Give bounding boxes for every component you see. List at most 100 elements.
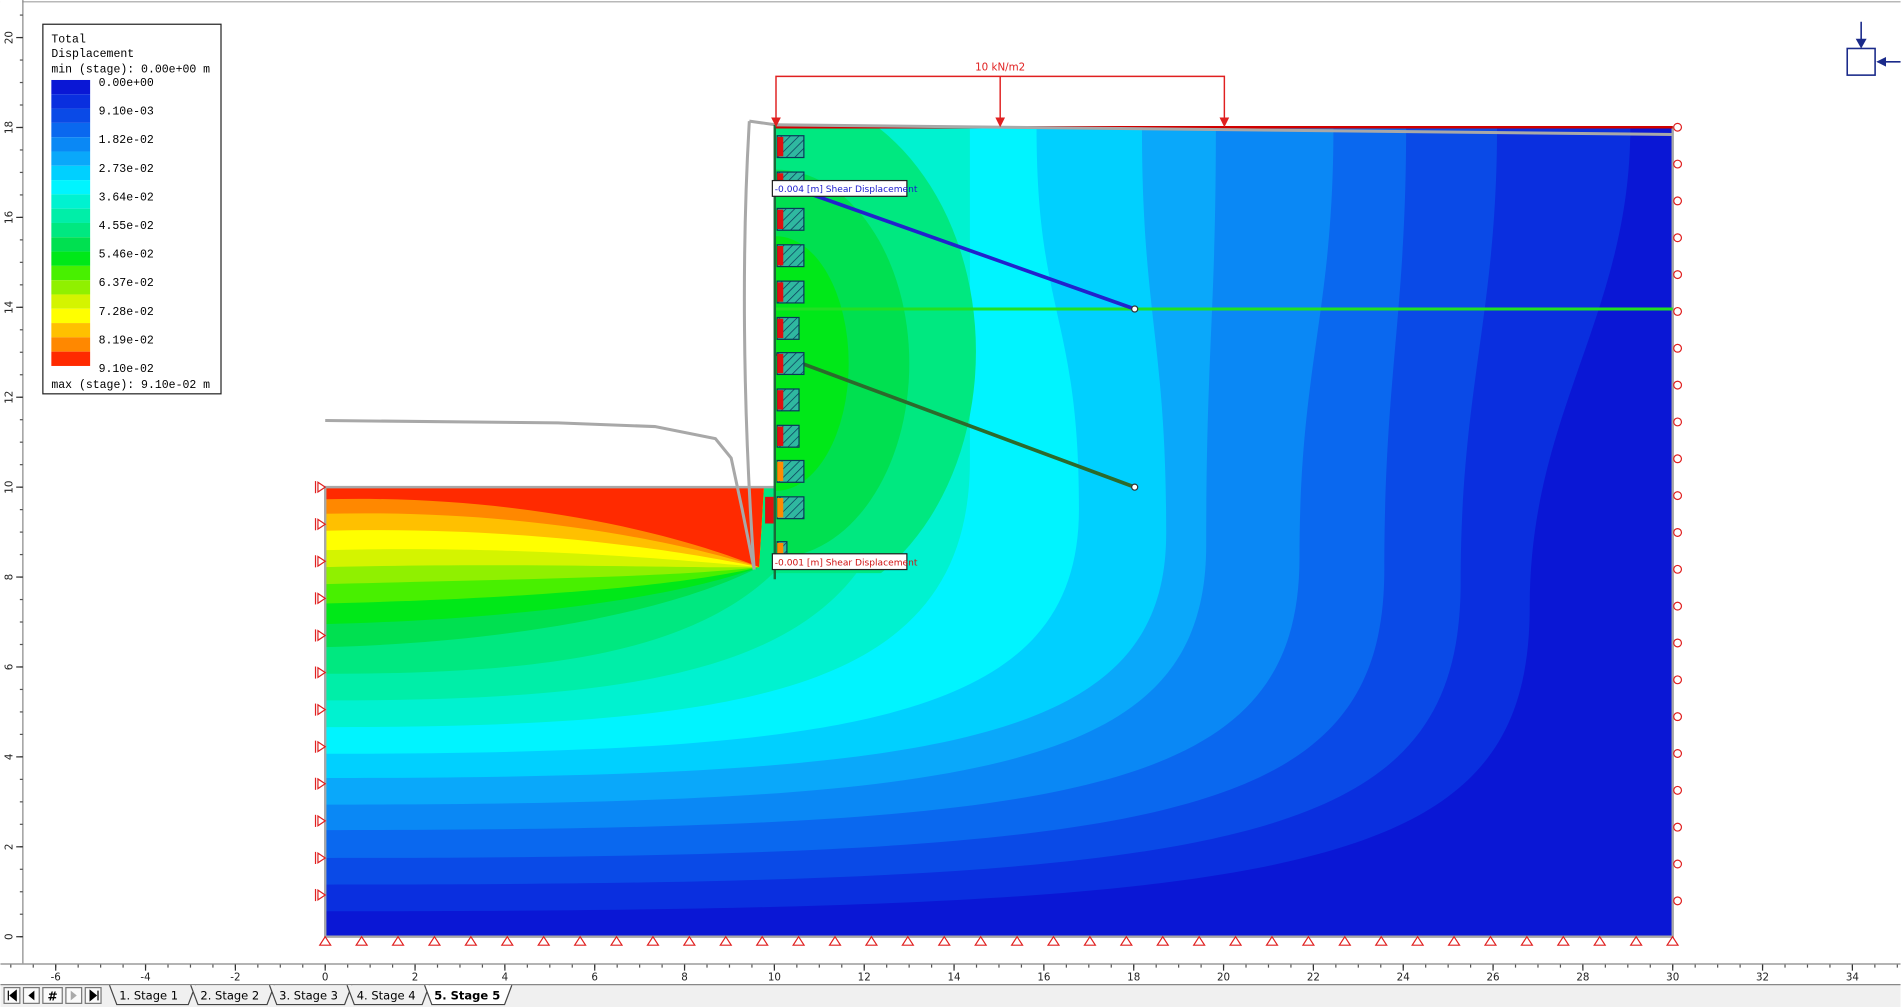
tab-shape[interactable] — [424, 984, 513, 1006]
legend-label: 8.19e-02 — [99, 334, 154, 347]
stage-tabs: # 1. Stage 1 2. Stage 2 3. Stage 3 4. Stage… — [0, 983, 1901, 1007]
x-tick-label: -4 — [140, 971, 150, 983]
restraint-pin — [1046, 935, 1061, 946]
nav-glyph — [70, 990, 77, 1001]
x-tick-label: 10 — [768, 971, 781, 983]
restraint-x — [317, 777, 327, 790]
restraint-pin — [937, 935, 951, 946]
tab-label[interactable]: 3. Stage 3 — [279, 989, 338, 1003]
legend-swatch — [51, 308, 91, 324]
restraint-pin — [1593, 935, 1607, 946]
x-tick-label: -6 — [51, 971, 61, 983]
stage-tab[interactable]: 1. Stage 1 — [108, 984, 197, 1006]
distributed-load: 10 kN/m2 — [771, 61, 1230, 128]
legend-swatch — [51, 323, 91, 338]
legend-swatch — [51, 151, 91, 166]
legend-swatch — [51, 108, 91, 123]
x-tick-label: 12 — [858, 971, 871, 983]
restraint-pin — [1447, 935, 1461, 946]
restraint-pin — [719, 935, 733, 946]
tab-shape[interactable] — [346, 984, 430, 1006]
nav-glyph — [89, 989, 99, 1002]
nav-next[interactable] — [65, 987, 83, 1004]
tab-shape[interactable] — [190, 984, 275, 1006]
annotation-text: -0.004 [m] Shear Displacement — [775, 185, 918, 195]
boundary-restraints — [314, 122, 1683, 946]
legend-swatch — [51, 165, 91, 181]
annotation: -0.004 [m] Shear Displacement — [771, 179, 918, 197]
liner-force — [765, 496, 774, 524]
nav-first[interactable] — [3, 987, 21, 1004]
legend-label: 3.64e-02 — [99, 191, 154, 204]
anchor-end — [1131, 483, 1139, 491]
nav-button[interactable] — [42, 987, 63, 1004]
y-tick-label: 2 — [4, 844, 16, 851]
restraint-pin — [1156, 935, 1170, 946]
stage-tab[interactable]: 5. Stage 5 — [424, 984, 513, 1006]
nav-last[interactable] — [84, 987, 102, 1004]
legend-swatch — [51, 251, 91, 266]
tab-shape[interactable] — [268, 984, 353, 1006]
legend-label: 4.55e-02 — [99, 220, 154, 233]
x-tick-label: 22 — [1307, 971, 1320, 983]
restraint-pin — [1229, 935, 1243, 946]
restraint-x — [317, 740, 327, 753]
restraint-pin — [682, 935, 696, 946]
legend-swatch — [51, 79, 91, 95]
legend-swatch — [51, 208, 91, 223]
restraint-x — [317, 666, 327, 679]
x-tick-label: 8 — [681, 971, 688, 983]
tab-label[interactable]: 2. Stage 2 — [200, 989, 259, 1003]
restraint-pin — [1083, 935, 1097, 946]
restraint-pin — [974, 935, 988, 946]
restraint-roller — [1673, 564, 1683, 574]
y-tick-label: 10 — [4, 481, 16, 494]
restraint-pin — [1665, 935, 1680, 946]
legend-label: 5.46e-02 — [99, 249, 154, 262]
tab-label[interactable]: 1. Stage 1 — [119, 989, 178, 1003]
nav-glyph — [7, 989, 17, 1002]
legend-title: Displacement — [51, 48, 134, 61]
restraint-pin — [1483, 935, 1498, 946]
liner-force — [777, 426, 784, 446]
restraint-roller — [1673, 270, 1683, 280]
restraint-x — [317, 851, 327, 864]
restraint-roller — [1673, 159, 1683, 169]
restraint-pin — [1629, 935, 1643, 946]
liner-force — [777, 542, 784, 563]
tab-label[interactable]: 5. Stage 5 — [434, 989, 500, 1003]
liner-force — [777, 245, 784, 266]
legend-label: 1.82e-02 — [99, 134, 154, 147]
liner-force — [777, 461, 784, 482]
restraint-pin — [464, 935, 478, 946]
restraint-pin — [391, 935, 405, 946]
load-label: 10 kN/m2 — [975, 61, 1025, 73]
legend-swatch — [51, 194, 91, 209]
x-tick-label: 30 — [1666, 971, 1679, 983]
tab-label[interactable]: 4. Stage 4 — [357, 989, 416, 1003]
y-tick-label: 16 — [4, 211, 16, 224]
y-tick-label: 8 — [4, 574, 16, 581]
nav-prev[interactable] — [22, 987, 40, 1004]
legend-swatch — [51, 237, 91, 252]
liner-force — [777, 136, 784, 157]
nav-jump[interactable]: # — [42, 987, 63, 1004]
stage-tab[interactable]: 3. Stage 3 — [268, 984, 353, 1006]
x-tick-label: 28 — [1576, 971, 1589, 983]
annotation-text: -0.001 [m] Shear Displacement — [775, 558, 918, 568]
stage-tab[interactable]: 4. Stage 4 — [346, 984, 430, 1006]
y-tick-label: 6 — [4, 664, 16, 671]
x-tick-label: 32 — [1756, 971, 1769, 983]
restraint-pin — [901, 935, 915, 946]
restraint-roller — [1673, 859, 1683, 869]
legend: Total Displacement min (stage): 0.00e+00… — [42, 23, 222, 395]
restraint-roller — [1673, 638, 1683, 648]
stage-tab[interactable]: 2. Stage 2 — [190, 984, 275, 1006]
legend-swatch — [51, 94, 91, 109]
restraint-x — [317, 889, 327, 902]
y-tick-label: 14 — [4, 301, 16, 314]
restraint-x — [317, 481, 327, 494]
tab-shape[interactable] — [108, 984, 197, 1006]
